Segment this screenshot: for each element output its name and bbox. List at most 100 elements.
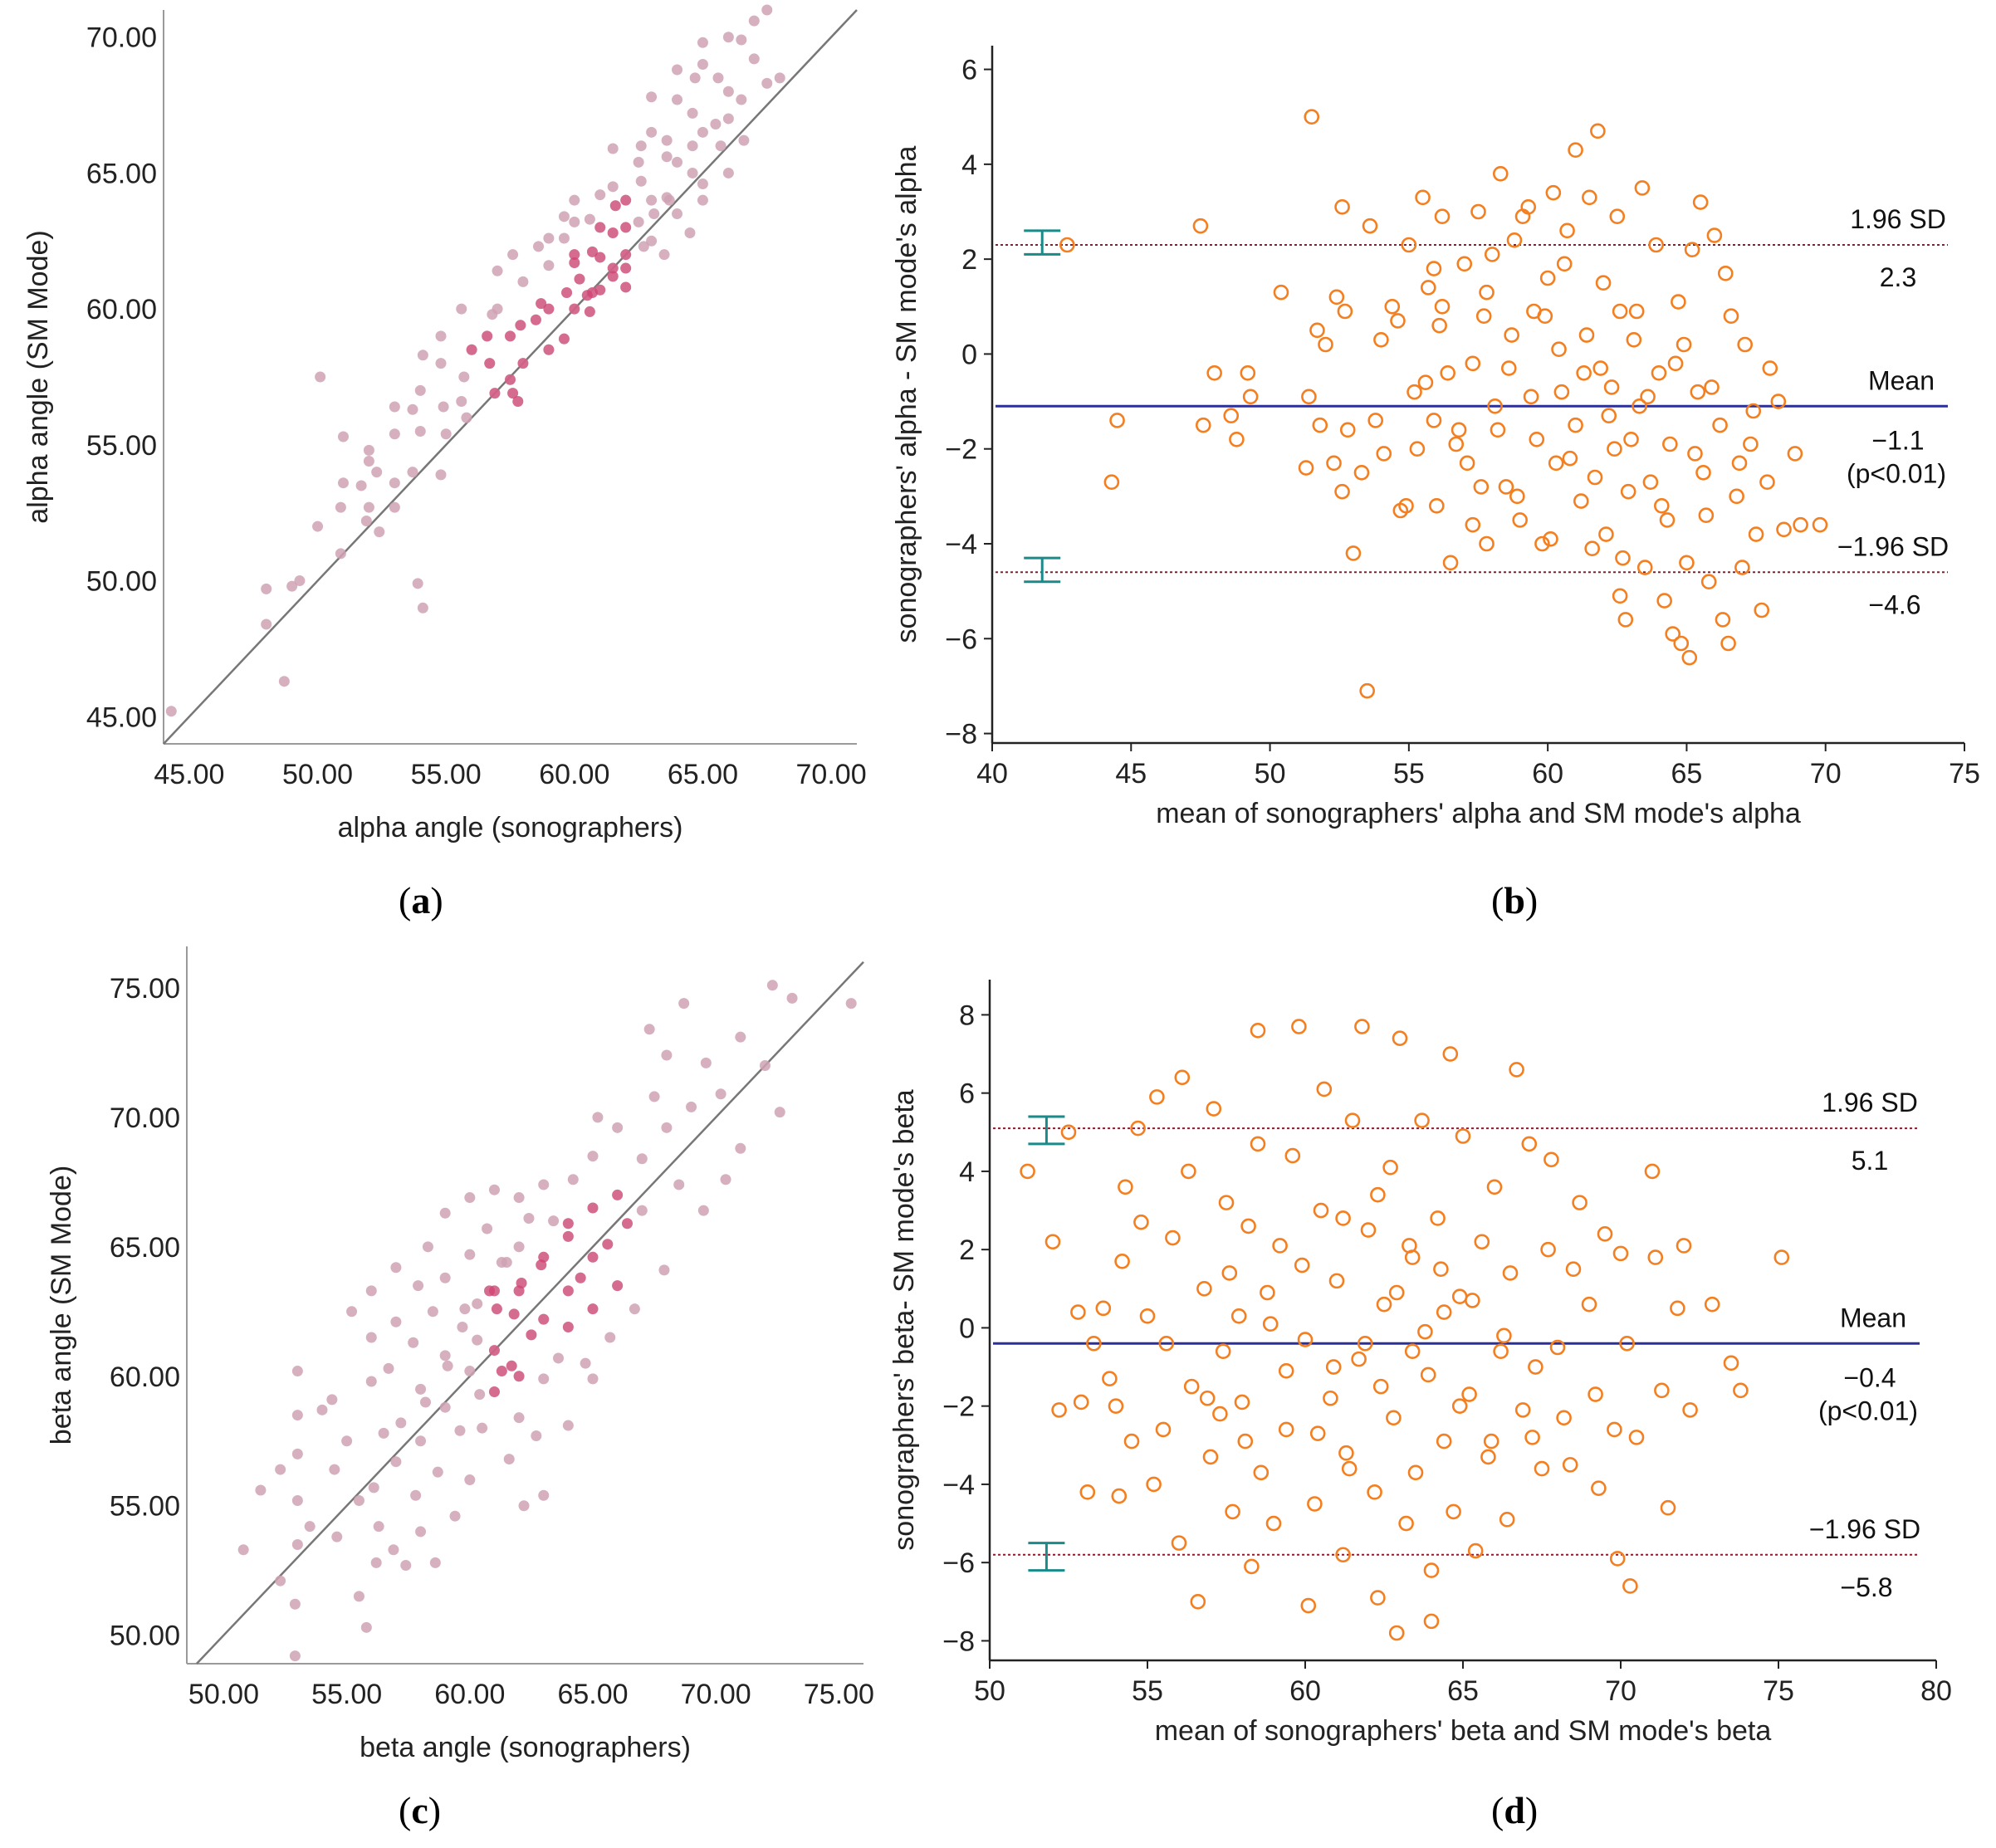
- data-point-dense: [562, 1322, 574, 1333]
- data-point: [1773, 1249, 1790, 1265]
- data-point: [291, 1410, 303, 1421]
- data-point: [1487, 398, 1503, 414]
- data-point: [722, 86, 734, 97]
- data-point: [1754, 602, 1770, 618]
- mean-value: −0.4: [1843, 1362, 1896, 1392]
- data-point: [422, 1241, 433, 1253]
- data-point: [1479, 284, 1495, 301]
- data-point: [687, 107, 698, 119]
- data-point-dense: [594, 222, 606, 233]
- data-point: [1465, 1293, 1480, 1308]
- data-point: [1335, 1547, 1351, 1563]
- panel-label-d: (d): [1491, 1789, 1539, 1831]
- data-point: [1598, 526, 1614, 542]
- y-tick-label: 70.00: [86, 22, 157, 54]
- data-point: [1446, 1503, 1461, 1520]
- data-point-dense: [587, 1202, 599, 1214]
- data-point: [417, 602, 428, 614]
- data-point: [1490, 422, 1506, 438]
- y-tick-label: 60.00: [86, 294, 157, 325]
- data-point: [646, 194, 658, 206]
- y-tick-label: −8: [942, 1626, 975, 1657]
- panel-a-scatter: 45.00 50.00 55.00 60.00 65.00 70.00 45.00 50.00…: [22, 4, 867, 843]
- data-point: [1793, 516, 1808, 533]
- data-point: [291, 1448, 303, 1459]
- x-tick-label: 40: [976, 758, 1008, 790]
- data-point: [464, 1474, 476, 1486]
- data-point: [1109, 413, 1125, 428]
- data-point: [513, 1412, 525, 1424]
- data-point: [1338, 1445, 1354, 1461]
- data-point: [413, 1280, 424, 1292]
- data-point: [456, 303, 467, 315]
- data-point: [315, 371, 326, 383]
- data-point: [1353, 464, 1370, 481]
- data-point-dense: [562, 1285, 574, 1297]
- data-point-dense: [496, 1366, 507, 1377]
- data-point: [1534, 1460, 1550, 1477]
- data-point: [1591, 1480, 1607, 1496]
- x-axis-title: mean of sonographers' alpha and SM mode'…: [1156, 798, 1801, 829]
- data-point: [1326, 455, 1342, 472]
- data-point: [562, 1420, 574, 1431]
- data-point: [1242, 389, 1259, 405]
- data-point: [1723, 308, 1739, 325]
- data-point: [442, 1360, 453, 1371]
- data-point: [533, 241, 545, 252]
- data-point: [633, 156, 644, 168]
- y-tick-label: 60.00: [110, 1362, 180, 1393]
- y-tick-label: −6: [942, 1547, 975, 1579]
- data-point: [1318, 336, 1333, 353]
- data-point: [331, 1531, 343, 1542]
- y-tick-label: −2: [942, 1391, 975, 1423]
- data-point: [1470, 203, 1486, 220]
- data-point: [1679, 555, 1695, 571]
- data-point-dense: [536, 1259, 547, 1271]
- data-point: [1298, 460, 1314, 476]
- data-point-dense: [581, 290, 593, 301]
- data-point: [1700, 574, 1717, 590]
- data-point: [1549, 1339, 1566, 1356]
- data-point: [1562, 450, 1578, 467]
- data-point: [355, 480, 367, 491]
- data-point: [1199, 1390, 1216, 1406]
- data-point: [1673, 635, 1690, 652]
- data-point: [316, 1404, 328, 1415]
- data-point: [633, 216, 644, 227]
- y-axis-title: sonographers' alpha - SM mode's alpha: [891, 145, 922, 643]
- data-point-dense: [515, 320, 526, 331]
- data-point: [1406, 384, 1422, 400]
- data-point: [390, 1456, 402, 1468]
- data-point-dense: [488, 1345, 500, 1357]
- data-point-dense: [484, 358, 496, 369]
- y-tick-label: 55.00: [110, 1491, 180, 1523]
- data-point-dense: [536, 298, 547, 310]
- data-point: [507, 249, 519, 261]
- data-point: [1619, 1335, 1635, 1352]
- data-point: [1467, 1542, 1484, 1559]
- data-point: [408, 1337, 419, 1348]
- data-point: [472, 1298, 483, 1309]
- data-point: [672, 156, 683, 168]
- data-point: [1253, 1464, 1270, 1481]
- data-point: [435, 330, 447, 342]
- data-point: [1759, 474, 1775, 491]
- data-point: [646, 91, 658, 103]
- data-point: [304, 1521, 316, 1533]
- data-point: [1431, 317, 1447, 334]
- data-point: [646, 235, 658, 247]
- upper-loa-label: 1.96 SD: [1822, 1088, 1918, 1117]
- data-point: [373, 1521, 384, 1533]
- data-point: [761, 4, 773, 16]
- data-point: [1654, 497, 1670, 514]
- data-point: [684, 227, 696, 238]
- data-point: [594, 189, 606, 201]
- data-point: [412, 578, 423, 589]
- data-point: [492, 303, 503, 315]
- data-point: [419, 1396, 431, 1408]
- data-point: [1202, 1449, 1219, 1465]
- x-tick-label: 75: [1763, 1675, 1794, 1707]
- data-point: [1284, 1147, 1301, 1164]
- data-point: [457, 1322, 468, 1333]
